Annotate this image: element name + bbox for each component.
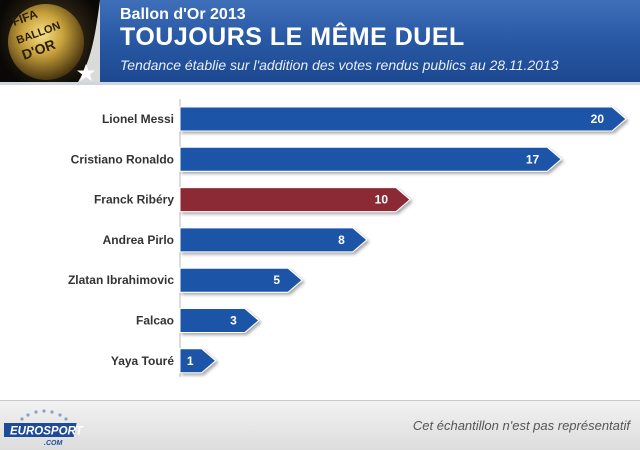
- header-banner: FIFA BALLON D'OR Ballon d'Or 2013 TOUJOU…: [0, 0, 640, 82]
- value-label: 20: [591, 112, 605, 126]
- category-label: Falcao: [136, 314, 174, 328]
- header-divider: [0, 82, 640, 85]
- footnote: Cet échantillon n'est pas représentatif: [412, 418, 630, 433]
- value-label: 10: [375, 193, 389, 207]
- stars-icon: [20, 409, 68, 421]
- eurosport-brand-text: EUROSPORT: [10, 426, 84, 438]
- chart-subtitle: Tendance établie sur l'addition des vote…: [120, 57, 559, 73]
- category-label: Cristiano Ronaldo: [71, 152, 174, 166]
- bar-chart: Lionel Messi 20 Cristiano Ronaldo 17 Franck …: [0, 85, 640, 400]
- value-label: 5: [273, 273, 280, 287]
- chart-supertitle: Ballon d'Or 2013: [120, 6, 246, 23]
- star-icon: [77, 64, 95, 81]
- footer-bar: EUROSPORT .COM Cet échantillon n'est pas…: [0, 400, 640, 450]
- bar-franck-rib-ry: [179, 187, 411, 213]
- bar-cristiano-ronaldo: [179, 146, 562, 172]
- swoosh-decoration: [78, 0, 100, 82]
- category-label: Lionel Messi: [102, 112, 174, 126]
- bar-zlatan-ibrahimovic: [179, 267, 303, 293]
- bar-chart-svg: Lionel Messi 20 Cristiano Ronaldo 17 Franck …: [68, 99, 627, 377]
- eurosport-domain-text: .COM: [44, 440, 62, 447]
- value-label: 1: [187, 354, 194, 368]
- golden-ball-icon: FIFA BALLON D'OR: [8, 0, 100, 82]
- value-label: 17: [526, 152, 540, 166]
- category-label: Yaya Touré: [111, 354, 174, 368]
- eurosport-logo: EUROSPORT .COM: [4, 409, 84, 447]
- value-label: 8: [338, 233, 345, 247]
- value-label: 3: [230, 314, 237, 328]
- bar-lionel-messi: [179, 106, 627, 132]
- category-label: Andrea Pirlo: [103, 233, 174, 247]
- category-label: Franck Ribéry: [94, 193, 174, 207]
- bar-yaya-tour-: [179, 348, 217, 374]
- category-label: Zlatan Ibrahimovic: [68, 273, 174, 287]
- ballon-dor-logo: FIFA BALLON D'OR: [0, 0, 100, 82]
- chart-title: TOUJOURS LE MÊME DUEL: [120, 23, 465, 51]
- bar-andrea-pirlo: [179, 227, 368, 253]
- bar-falcao: [179, 308, 260, 333]
